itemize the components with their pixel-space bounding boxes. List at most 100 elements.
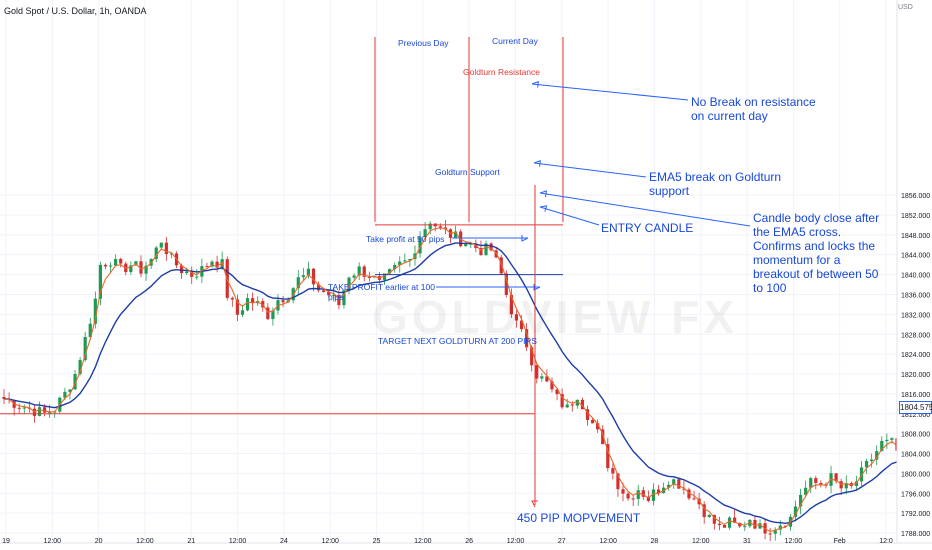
candle-body: [185, 271, 189, 274]
price-tick-label: 1788.000: [901, 531, 930, 538]
candle-body: [565, 404, 569, 408]
candle-body: [139, 261, 143, 274]
price-tick-label: 1824.000: [901, 352, 930, 359]
candle-body: [98, 264, 103, 299]
candle-body: [63, 391, 67, 398]
candle-body: [68, 389, 72, 392]
price-tick-label: 1816.000: [901, 392, 930, 399]
candle-body: [753, 519, 757, 529]
time-tick-label: 19: [2, 538, 10, 545]
time-tick-label: 27: [558, 538, 566, 545]
candle-body: [327, 292, 331, 296]
no-break-arrow: [531, 83, 689, 101]
candle-body: [22, 407, 26, 409]
candle-body: [580, 399, 585, 410]
support-label: Goldturn Support: [435, 167, 500, 177]
candle-body: [164, 242, 168, 255]
candle-body: [296, 277, 300, 289]
candle-body: [712, 514, 716, 524]
candle-body: [271, 310, 275, 320]
candle-body: [418, 237, 422, 254]
candle-body: [890, 438, 894, 440]
candle-body: [144, 265, 148, 274]
candle-body: [702, 504, 706, 518]
candle-body: [626, 493, 630, 499]
candle-body: [489, 243, 493, 251]
candle-body: [129, 265, 133, 273]
candle-body: [596, 423, 600, 430]
candle-body: [464, 244, 468, 247]
candle-body: [677, 479, 681, 489]
candle-body: [885, 439, 889, 441]
entry-candle-note: ENTRY CANDLE: [601, 221, 694, 235]
price-tick-label: 1856.000: [901, 193, 930, 200]
candle-body: [854, 481, 859, 487]
candle-body: [870, 459, 874, 461]
candle-body: [570, 404, 574, 406]
candle-body: [621, 489, 625, 494]
price-tick-label: 1804.000: [901, 452, 930, 459]
candle-body: [352, 275, 356, 278]
candle-body: [423, 229, 427, 238]
candle-body: [408, 259, 412, 261]
candle-body: [672, 479, 676, 485]
candle-body: [311, 268, 316, 285]
candle-body: [727, 517, 732, 528]
candle-body: [504, 273, 508, 295]
price-tick-label: 1848.000: [901, 233, 930, 240]
price-tick-label: 1792.000: [901, 511, 930, 518]
candle-body: [616, 473, 620, 490]
candle-body: [42, 407, 47, 413]
target-label: TARGET NEXT GOLDTURN AT 200 PIPS: [378, 336, 537, 346]
candle-body: [388, 269, 392, 274]
candle-body: [114, 259, 118, 266]
candle-body: [205, 266, 209, 268]
candle-body: [844, 483, 848, 489]
candle-body: [337, 295, 341, 306]
candle-body: [499, 257, 503, 274]
candle-body: [438, 226, 442, 228]
candle-body: [646, 496, 650, 501]
ema5-break-note: EMA5 break on Goldturn support: [649, 170, 782, 198]
symbol-title: Gold Spot / U.S. Dollar, 1h, OANDA: [4, 6, 147, 16]
candle-body: [347, 277, 351, 291]
time-tick-label: 21: [187, 538, 195, 545]
candle-body: [367, 276, 371, 278]
tp50-label: Take profit at 50 pips: [366, 234, 445, 244]
entry-arrow: [539, 206, 600, 226]
current-day-label: Current Day: [492, 36, 538, 46]
candle-body: [540, 376, 544, 379]
candle-body: [601, 429, 605, 445]
candle-body: [804, 487, 808, 495]
candle-body: [880, 440, 884, 452]
candle-body: [722, 525, 727, 528]
candle-body-arrow: [539, 192, 751, 227]
price-tick-label: 1796.000: [901, 491, 930, 498]
candle-body: [93, 298, 97, 324]
candle-body: [809, 478, 813, 488]
candle-body: [525, 329, 529, 348]
candle-body: [119, 259, 123, 264]
price-axis: 1788.000 1792.000 1796.000 1800.000 1804.000…: [896, 0, 932, 550]
candle-body: [768, 533, 772, 535]
candle-body: [159, 242, 163, 248]
last-price-tag: 1804.575: [899, 401, 932, 414]
candle-body: [819, 482, 823, 485]
candle-body: [717, 523, 722, 526]
candle-body: [798, 494, 803, 507]
tp50-arrow-head: [521, 235, 529, 242]
candle-body: [17, 407, 21, 409]
candle-body: [864, 460, 869, 468]
price-tick-label: 1836.000: [901, 293, 930, 300]
price-tick-label: 1820.000: [901, 372, 930, 379]
time-tick-label: 24: [280, 538, 288, 545]
candle-body: [78, 360, 82, 375]
time-tick-label: 12:00: [599, 538, 617, 545]
candle-body: [585, 409, 590, 420]
candle-body: [382, 273, 387, 280]
candle-body: [814, 478, 818, 483]
no-break-arrow-head: [531, 80, 539, 88]
candle-body: [667, 484, 671, 488]
candle-body: [169, 253, 174, 255]
